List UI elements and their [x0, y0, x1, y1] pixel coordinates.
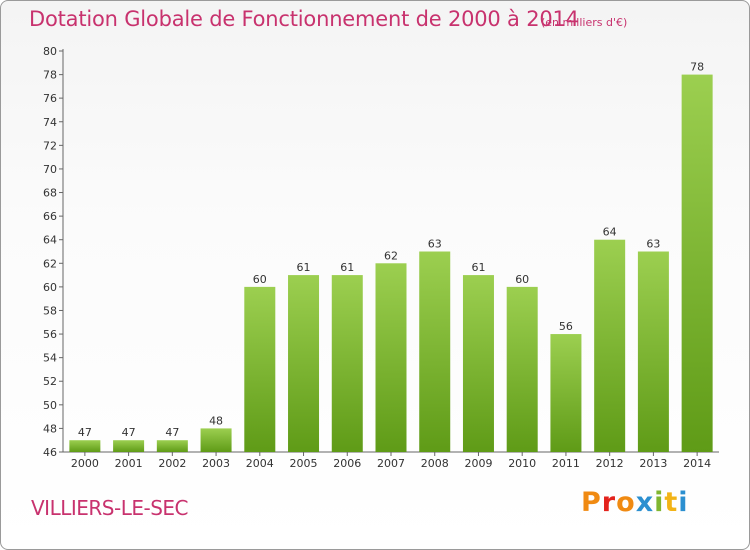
- logo-letter: o: [616, 487, 636, 518]
- value-label-2014: 78: [690, 61, 704, 74]
- proxiti-logo: Proxiti: [581, 487, 689, 518]
- x-tick-label: 2013: [639, 457, 667, 470]
- bar-2009: [462, 275, 494, 452]
- y-tick-label: 48: [43, 422, 57, 435]
- y-tick-label: 74: [43, 116, 57, 129]
- y-tick-label: 56: [43, 328, 57, 341]
- value-label-2003: 48: [209, 414, 223, 427]
- y-tick-label: 64: [43, 234, 57, 247]
- x-tick-label: 2012: [596, 457, 624, 470]
- logo-letter: x: [635, 487, 655, 518]
- value-label-2001: 47: [122, 426, 136, 439]
- y-tick-label: 78: [43, 69, 57, 82]
- bar-2008: [419, 251, 451, 452]
- value-label-2009: 61: [471, 261, 485, 274]
- x-tick-label: 2007: [377, 457, 405, 470]
- bar-2010: [506, 286, 538, 452]
- chart-unit: (en milliers d'€): [541, 16, 628, 29]
- bar-2005: [288, 275, 320, 452]
- chart-title: Dotation Globale de Fonctionnement de 20…: [29, 7, 579, 31]
- y-tick-label: 70: [43, 163, 57, 176]
- logo-letter: P: [581, 487, 602, 518]
- logo-letter: i: [654, 487, 665, 518]
- bar-2012: [594, 239, 626, 452]
- x-tick-label: 2010: [508, 457, 536, 470]
- x-tick-label: 2014: [683, 457, 711, 470]
- x-tick-label: 2003: [202, 457, 230, 470]
- bar-2000: [69, 440, 101, 452]
- y-tick-label: 80: [43, 45, 57, 58]
- bar-2006: [331, 275, 363, 452]
- bar-2002: [156, 440, 188, 452]
- chart-bars: [69, 74, 713, 453]
- x-tick-label: 2008: [421, 457, 449, 470]
- y-tick-label: 62: [43, 257, 57, 270]
- x-tick-label: 2001: [115, 457, 143, 470]
- chart-value-labels: 47 47 47 48 60 61 61 62 63 61 60 56 64 63 78: [78, 61, 704, 440]
- value-label-2002: 47: [165, 426, 179, 439]
- place-name: VILLIERS-LE-SEC: [31, 496, 189, 520]
- y-tick-label: 66: [43, 210, 57, 223]
- x-tick-label: 2006: [333, 457, 361, 470]
- y-tick-label: 58: [43, 304, 57, 317]
- bar-2014: [681, 74, 713, 453]
- logo-letter: t: [664, 487, 679, 518]
- x-tick-label: 2002: [158, 457, 186, 470]
- y-tick-label: 76: [43, 92, 57, 105]
- chart-axes: 46 48 50 52 54 56 58 60 62 64 66 68 70 72 74 76 78 80 2000…: [43, 45, 719, 470]
- value-label-2010: 60: [515, 273, 529, 286]
- y-tick-label: 50: [43, 399, 57, 412]
- bar-2007: [375, 263, 407, 452]
- value-label-2013: 63: [646, 238, 660, 251]
- x-tick-label: 2000: [71, 457, 99, 470]
- logo-letter: i: [678, 487, 689, 518]
- value-label-2008: 63: [428, 238, 442, 251]
- x-tick-label: 2009: [464, 457, 492, 470]
- value-label-2004: 60: [253, 273, 267, 286]
- y-tick-label: 54: [43, 352, 57, 365]
- x-tick-label: 2011: [552, 457, 580, 470]
- y-tick-label: 46: [43, 446, 57, 459]
- logo-letter: r: [601, 487, 617, 518]
- x-tick-label: 2004: [246, 457, 274, 470]
- bar-2003: [200, 428, 232, 452]
- y-tick-label: 60: [43, 281, 57, 294]
- bar-2011: [550, 334, 582, 452]
- bar-2001: [113, 440, 145, 452]
- y-tick-label: 52: [43, 375, 57, 388]
- bar-2004: [244, 286, 276, 452]
- value-label-2000: 47: [78, 426, 92, 439]
- bar-2013: [637, 251, 669, 452]
- value-label-2011: 56: [559, 320, 573, 333]
- value-label-2007: 62: [384, 249, 398, 262]
- value-label-2012: 64: [603, 226, 617, 239]
- x-tick-label: 2005: [290, 457, 318, 470]
- y-tick-label: 72: [43, 139, 57, 152]
- value-label-2005: 61: [297, 261, 311, 274]
- y-tick-label: 68: [43, 187, 57, 200]
- value-label-2006: 61: [340, 261, 354, 274]
